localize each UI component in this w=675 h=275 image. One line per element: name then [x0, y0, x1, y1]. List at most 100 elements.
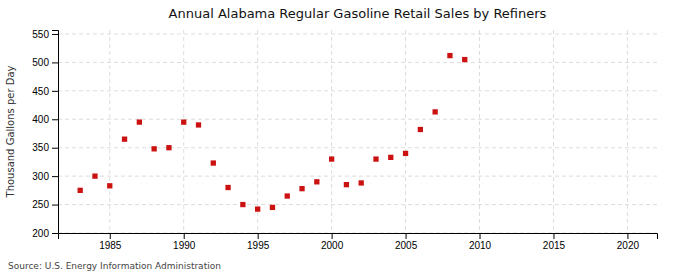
source: Source: U.S. Energy Information Administ… [8, 261, 221, 271]
y-axis-title: Thousand Gallons per Day [5, 65, 16, 198]
point [166, 145, 171, 150]
grid-line-y [58, 176, 657, 177]
x-tick: 2010 [469, 233, 492, 251]
grid-line-x [331, 30, 332, 233]
point [373, 156, 378, 161]
x-tick-mark [480, 233, 481, 239]
x-tick: 1990 [173, 233, 196, 251]
point [285, 193, 290, 198]
y-tick-mark [52, 176, 58, 177]
x-tick-mark [627, 233, 628, 239]
points [78, 53, 468, 212]
x-tick-mark [332, 233, 333, 239]
x-tick-label: 1985 [99, 240, 122, 251]
y-tick: 250 [32, 199, 58, 210]
y-axis: 200 250 300 350 400 450 500 550 [32, 29, 58, 239]
x-tick: 2000 [321, 233, 344, 251]
point [78, 188, 83, 193]
point [137, 119, 142, 124]
x-tick-label: 2005 [395, 240, 418, 251]
y-tick-mark [52, 91, 58, 92]
grid-line-y [58, 33, 657, 34]
grid-line-x [183, 30, 184, 233]
x-tick-label: 2015 [543, 240, 566, 251]
y-tick-label: 250 [32, 199, 49, 210]
x-tick-mark [406, 233, 407, 239]
grid-line-y [58, 147, 657, 148]
point [359, 180, 364, 185]
x-tick-mark [184, 233, 185, 239]
y-tick-label: 550 [32, 29, 49, 40]
grid-line-x [257, 30, 258, 233]
grid-line-y [58, 204, 657, 205]
y-tick-mark [52, 148, 58, 149]
point [447, 53, 452, 58]
y-tick-mark [52, 119, 58, 120]
y-axis-line [52, 31, 59, 234]
x-tick-label: 2010 [469, 240, 492, 251]
point [181, 119, 186, 124]
chart: 1985 1990 1995 2000 2005 2010 2015 2020 200 250 30… [0, 0, 675, 275]
x-tick-label: 1995 [247, 240, 270, 251]
y-tick: 500 [32, 57, 58, 68]
x-axis-line [59, 234, 658, 240]
point [107, 183, 112, 188]
y-tick-label: 400 [32, 114, 49, 125]
y-tick: 200 [32, 228, 58, 239]
point [403, 151, 408, 156]
point [418, 127, 423, 132]
y-tick-mark [52, 34, 58, 35]
grid-line-x [627, 30, 628, 233]
grid-line-y [58, 119, 657, 120]
x-tick-mark [553, 233, 554, 239]
point [255, 206, 260, 211]
grid-line-x [405, 30, 406, 233]
point [314, 179, 319, 184]
grid-line-x [479, 30, 480, 233]
y-tick-label: 350 [32, 142, 49, 153]
y-tick-label: 450 [32, 86, 49, 97]
y-tick: 550 [32, 29, 58, 40]
point [92, 173, 97, 178]
point [299, 186, 304, 191]
grid-line-x [553, 30, 554, 233]
y-tick-mark [52, 233, 58, 234]
x-tick-mark [258, 233, 259, 239]
title: Annual Alabama Regular Gasoline Retail S… [169, 6, 547, 21]
point [344, 182, 349, 187]
point [270, 205, 275, 210]
point [329, 156, 334, 161]
point [225, 185, 230, 190]
x-tick-label: 1990 [173, 240, 196, 251]
x-tick: 2015 [543, 233, 566, 251]
point [122, 137, 127, 142]
x-tick: 1985 [99, 233, 122, 251]
point [462, 57, 467, 62]
y-tick-label: 300 [32, 171, 49, 182]
y-tick-mark [52, 62, 58, 63]
point [240, 202, 245, 207]
x-axis: 1985 1990 1995 2000 2005 2010 2015 2020 [59, 233, 658, 251]
grid-line-y [58, 62, 657, 63]
point [151, 146, 156, 151]
plot: 1985 1990 1995 2000 2005 2010 2015 2020 200 250 30… [32, 29, 657, 251]
y-tick-label: 500 [32, 57, 49, 68]
y-tick: 450 [32, 86, 58, 97]
x-tick-label: 2000 [321, 240, 344, 251]
y-tick: 400 [32, 114, 58, 125]
grid [58, 30, 657, 233]
grid-line-y [58, 90, 657, 91]
grid-line-x [109, 30, 110, 233]
y-tick: 300 [32, 171, 58, 182]
y-tick-label: 200 [32, 228, 49, 239]
y-tick-mark [52, 205, 58, 206]
y-tick: 350 [32, 142, 58, 153]
point [388, 155, 393, 160]
x-tick-label: 2020 [617, 240, 640, 251]
point [196, 122, 201, 127]
x-tick-mark [110, 233, 111, 239]
x-tick: 2020 [617, 233, 640, 251]
x-tick: 1995 [247, 233, 270, 251]
point [211, 160, 216, 165]
point [433, 109, 438, 114]
